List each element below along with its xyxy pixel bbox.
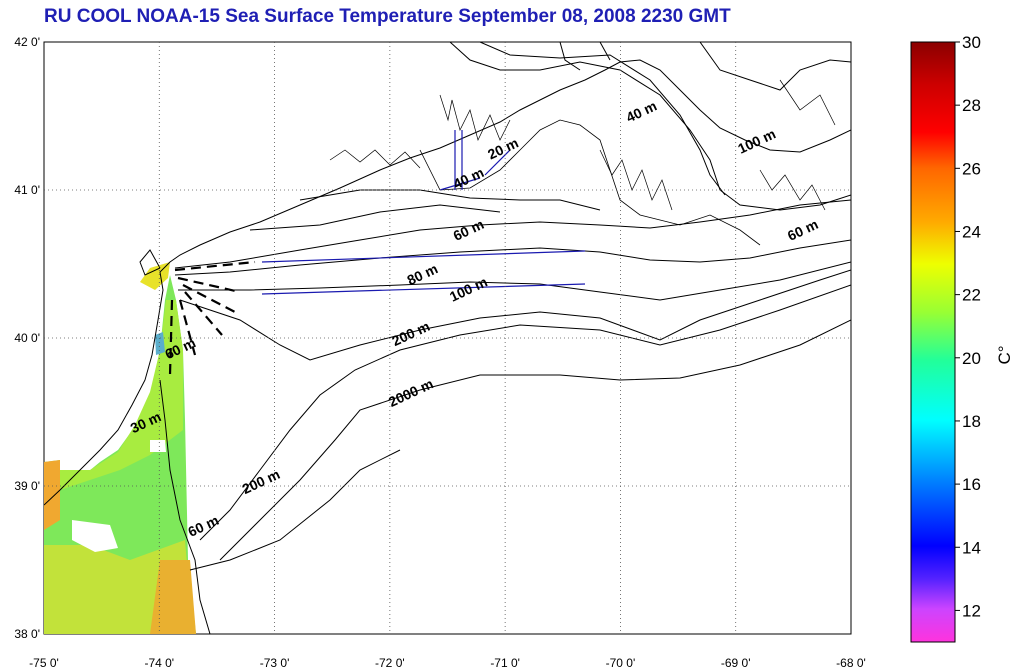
x-tick-label: -69 0' xyxy=(721,656,751,670)
x-tick-label: -74 0' xyxy=(144,656,174,670)
colorbar-tick-label: 20 xyxy=(962,349,981,368)
x-tick-label: -73 0' xyxy=(260,656,290,670)
x-tick-label: -71 0' xyxy=(490,656,520,670)
colorbar-tick-label: 28 xyxy=(962,96,981,115)
x-tick-label: -68 0' xyxy=(836,656,866,670)
x-axis-ticks: -75 0' -74 0' -73 0' -72 0' -71 0' -70 0' -69 … xyxy=(29,656,866,670)
colorbar-tick-label: 14 xyxy=(962,538,981,557)
y-tick-label: 40 0' xyxy=(14,331,40,345)
colorbar xyxy=(910,41,956,643)
x-tick-label: -70 0' xyxy=(606,656,636,670)
y-tick-label: 41 0' xyxy=(14,183,40,197)
colorbar-tick-label: 24 xyxy=(962,222,981,241)
colorbar-tick-label: 18 xyxy=(962,412,981,431)
colorbar-tick-label: 30 xyxy=(962,33,981,52)
colorbar-tick-label: 12 xyxy=(962,601,981,620)
coastline xyxy=(44,59,851,506)
x-tick-label: -72 0' xyxy=(375,656,405,670)
grid-lines xyxy=(44,42,851,634)
transect-lines xyxy=(261,130,586,295)
colorbar-unit-label: C° xyxy=(995,345,1014,364)
colorbar-tick-label: 22 xyxy=(962,286,981,305)
map-title: RU COOL NOAA-15 Sea Surface Temperature … xyxy=(44,6,731,27)
sst-data-patch xyxy=(44,262,196,634)
y-tick-label: 42 0' xyxy=(14,35,40,49)
colorbar-tick-label: 26 xyxy=(962,159,981,178)
x-tick-label: -75 0' xyxy=(29,656,59,670)
colorbar-ticks: 30 28 26 24 22 20 18 16 14 12 xyxy=(955,33,981,620)
dashed-lines xyxy=(168,260,256,376)
y-axis-ticks: 42 0' 41 0' 40 0' 39 0' 38 0' xyxy=(14,35,40,641)
y-tick-label: 39 0' xyxy=(14,479,40,493)
y-tick-label: 38 0' xyxy=(14,627,40,641)
colorbar-tick-label: 16 xyxy=(962,475,981,494)
